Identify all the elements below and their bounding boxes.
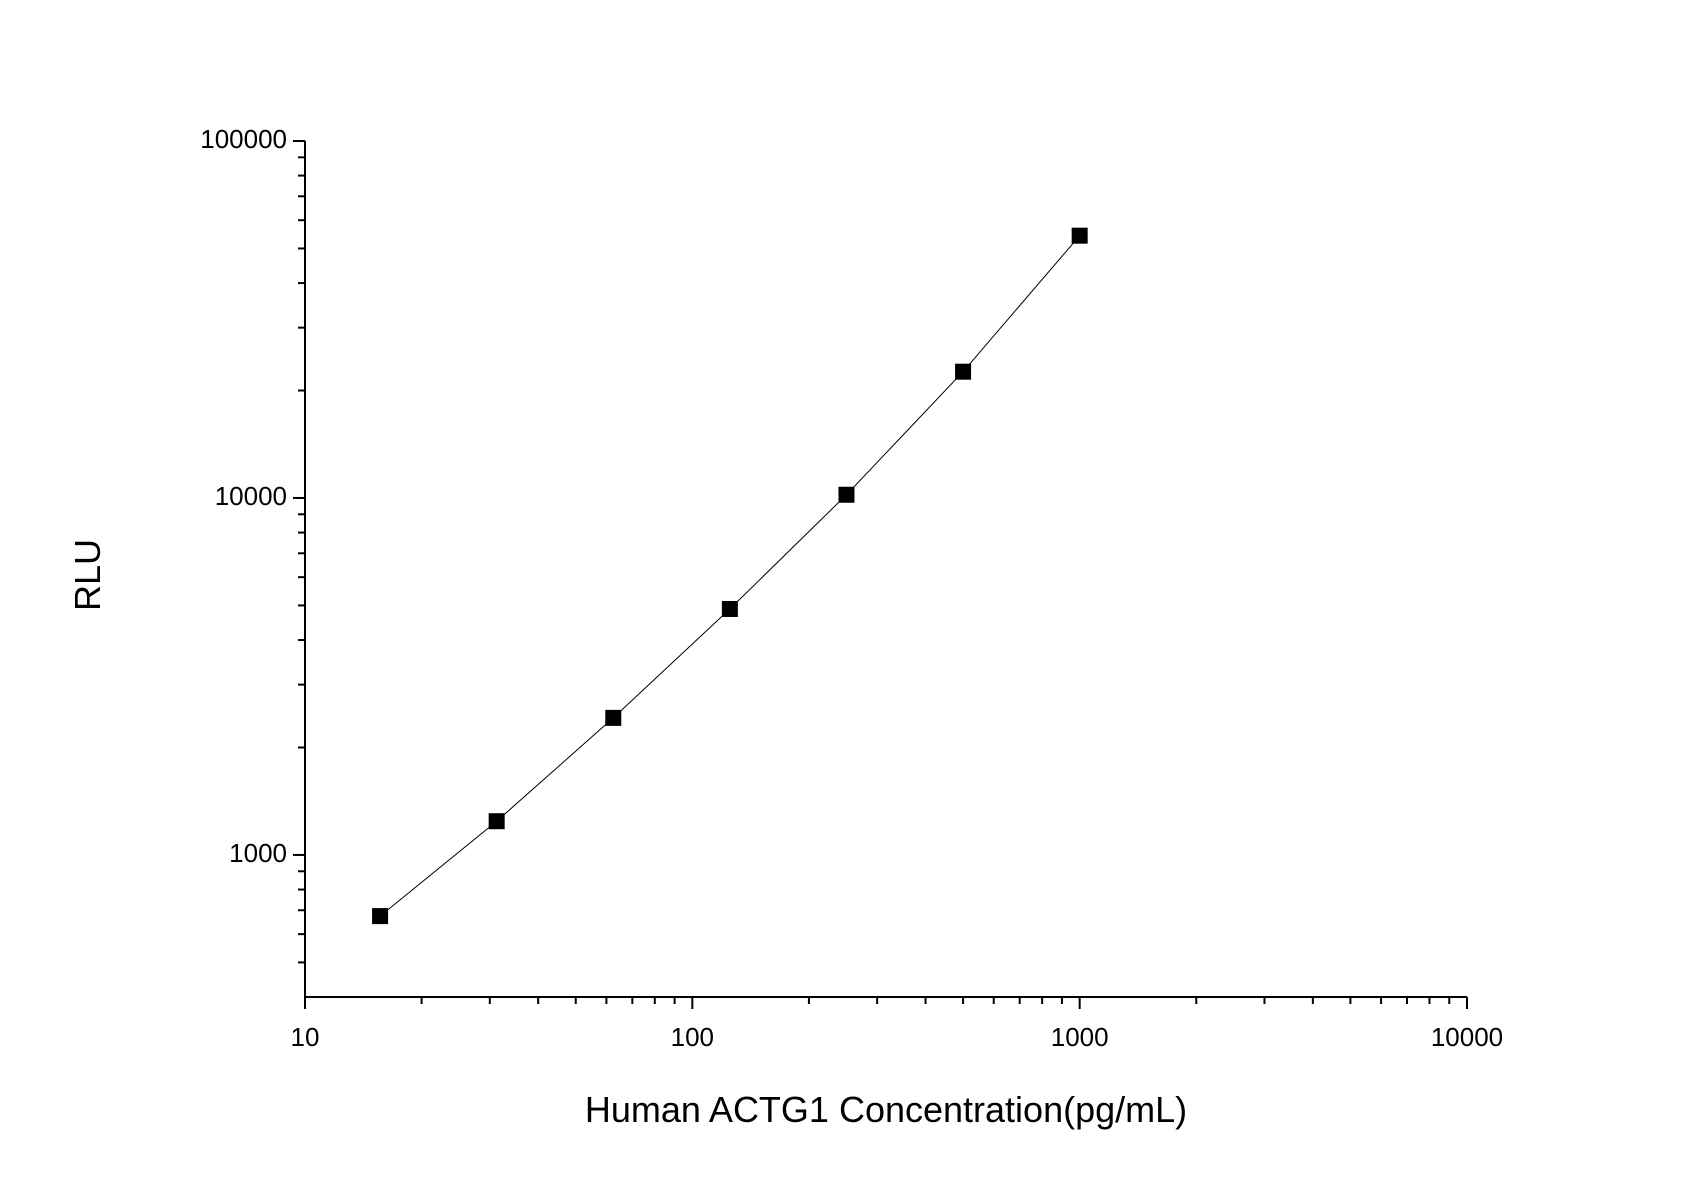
x-tick-label: 1000	[1051, 1022, 1109, 1052]
y-tick-label: 1000	[229, 838, 287, 868]
x-tick-label: 10	[291, 1022, 320, 1052]
data-point	[372, 908, 389, 925]
data-point	[721, 600, 738, 617]
y-tick-label: 10000	[215, 481, 287, 511]
y-tick-label: 100000	[200, 124, 287, 154]
data-point	[605, 709, 622, 726]
fit-line	[379, 235, 1081, 917]
data-point	[1071, 227, 1088, 244]
data-point	[838, 486, 855, 503]
x-tick-label: 100	[671, 1022, 714, 1052]
y-axis-title: RLU	[67, 539, 108, 611]
data-point	[955, 363, 972, 380]
data-point	[488, 813, 505, 830]
x-tick-label: 10000	[1431, 1022, 1503, 1052]
x-axis-title: Human ACTG1 Concentration(pg/mL)	[585, 1089, 1187, 1130]
